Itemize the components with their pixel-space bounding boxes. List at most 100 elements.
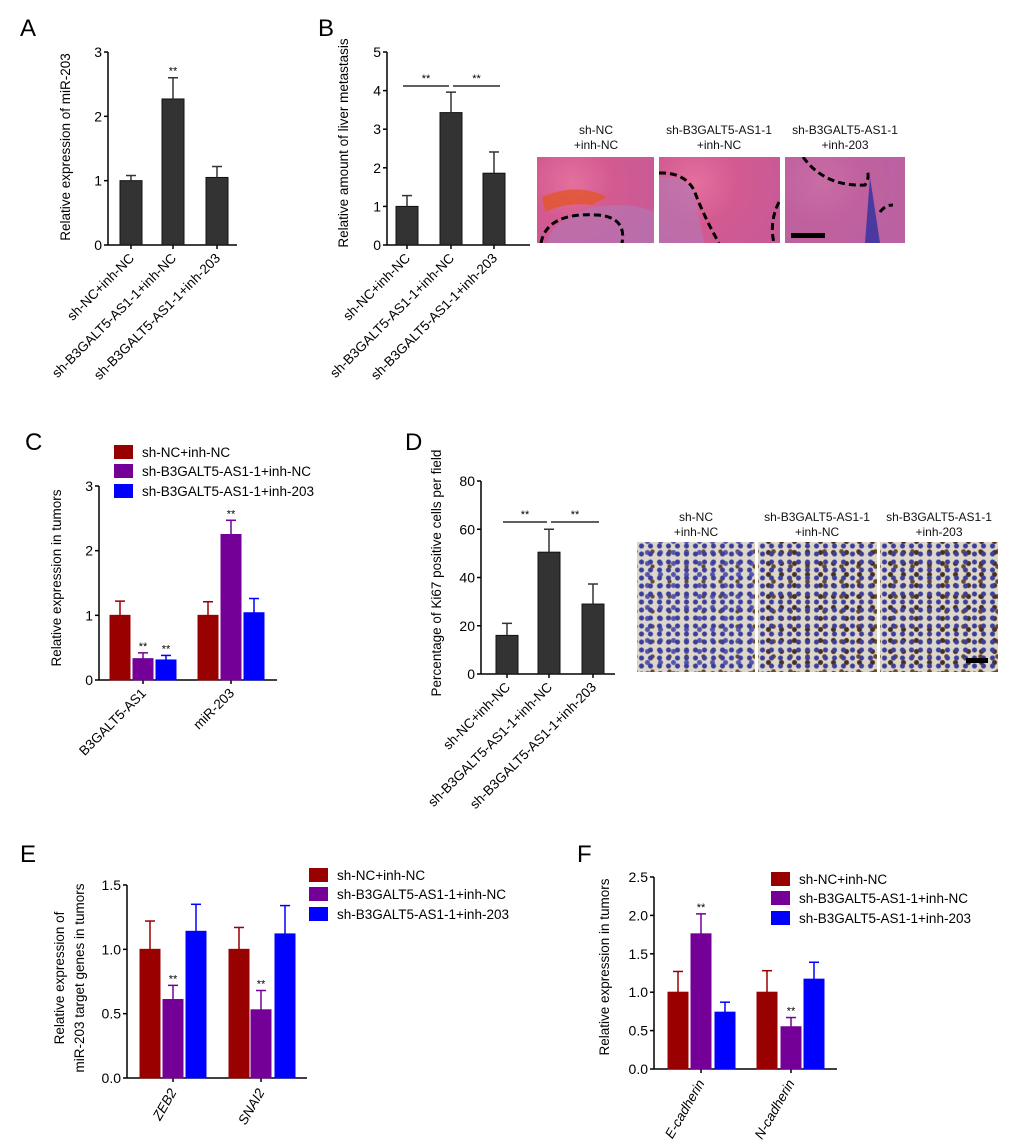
- y-tick-label: 1.0: [102, 941, 122, 957]
- x-tick-label: SNAI2: [235, 1086, 268, 1128]
- legend-label: sh-NC+inh-NC: [142, 445, 230, 460]
- scale-bar: [966, 658, 988, 663]
- panel-label: B: [318, 15, 334, 42]
- bar: [250, 1009, 272, 1079]
- x-tick-label: N-cadherin: [752, 1077, 798, 1142]
- caption-line: sh-B3GALT5-AS1-1: [792, 123, 898, 137]
- image-caption-d-3: sh-B3GALT5-AS1-1 +inh-203: [877, 510, 1001, 540]
- scale-bar: [791, 233, 825, 238]
- y-axis-label: Relative expression in tumors: [597, 878, 612, 1055]
- y-tick-label: 80: [459, 473, 475, 489]
- legend-swatch: [771, 911, 790, 925]
- legend-swatch: [309, 868, 328, 882]
- caption-line: +inh-NC: [573, 138, 619, 152]
- significance-marker: **: [139, 641, 148, 653]
- legend-label: sh-B3GALT5-AS1-1+inh-203: [799, 911, 971, 926]
- bar: [119, 180, 143, 246]
- bar: [395, 205, 419, 246]
- bar: [228, 948, 250, 1079]
- y-axis-label: Relative expression of miR-203: [58, 53, 73, 241]
- bar: [690, 933, 712, 1070]
- y-tick-label: 0: [467, 666, 475, 682]
- bar: [197, 614, 219, 681]
- bar: [495, 634, 519, 675]
- legend-swatch: [771, 891, 790, 905]
- significance-marker: **: [521, 509, 530, 521]
- bar: [220, 534, 242, 681]
- image-caption-d-2: sh-B3GALT5-AS1-1 +inh-NC: [755, 510, 879, 540]
- y-axis-label: miR-203 target genes in tumors: [72, 883, 87, 1072]
- significance-marker: **: [697, 902, 706, 914]
- significance-marker: **: [169, 66, 178, 78]
- caption-line: sh-B3GALT5-AS1-1: [666, 123, 772, 137]
- y-tick-label: 0: [373, 237, 381, 253]
- y-tick-label: 1: [85, 607, 93, 623]
- y-tick-label: 20: [459, 618, 475, 634]
- caption-line: sh-NC: [578, 123, 613, 137]
- y-axis-label: Relative amount of liver metastasis: [336, 38, 351, 248]
- significance-marker: **: [162, 643, 171, 655]
- y-tick-label: 3: [94, 44, 102, 60]
- legend-swatch: [771, 872, 790, 886]
- bar: [132, 658, 154, 681]
- caption-line: +inh-NC: [696, 138, 742, 152]
- significance-marker: **: [422, 73, 431, 85]
- bar: [161, 98, 185, 246]
- y-tick-label: 5: [373, 44, 381, 60]
- significance-marker: **: [227, 508, 236, 520]
- bar: [482, 172, 506, 246]
- bar: [714, 1011, 736, 1070]
- significance-marker: **: [472, 73, 481, 85]
- y-tick-label: 2: [85, 543, 93, 559]
- legend-swatch: [114, 464, 133, 478]
- bar: [667, 991, 689, 1070]
- significance-marker: **: [787, 1006, 796, 1018]
- significance-marker: **: [571, 509, 580, 521]
- legend-label: sh-B3GALT5-AS1-1+inh-NC: [799, 891, 968, 906]
- y-tick-label: 4: [373, 83, 381, 99]
- legend-label: sh-B3GALT5-AS1-1+inh-NC: [337, 887, 506, 902]
- bar: [274, 933, 296, 1079]
- bar: [205, 176, 229, 246]
- he-liver-image-3: [785, 157, 905, 243]
- y-tick-label: 1: [373, 198, 381, 214]
- legend-label: sh-B3GALT5-AS1-1+inh-203: [337, 907, 509, 922]
- legend-swatch: [114, 445, 133, 459]
- y-tick-label: 1: [94, 173, 102, 189]
- caption-line: +inh-203: [915, 525, 963, 539]
- bar: [185, 930, 207, 1079]
- x-tick-label: miR-203: [190, 686, 237, 733]
- y-tick-label: 0.5: [629, 1023, 649, 1039]
- image-caption-b-2: sh-B3GALT5-AS1-1 +inh-NC: [657, 123, 781, 153]
- bar: [803, 978, 825, 1070]
- panel-label: A: [20, 15, 36, 42]
- y-tick-label: 3: [373, 121, 381, 137]
- panel-label: C: [25, 429, 42, 456]
- bar: [243, 612, 265, 681]
- y-tick-label: 1.0: [629, 984, 649, 1000]
- bar: [439, 112, 463, 246]
- bar: [162, 999, 184, 1079]
- significance-marker: **: [257, 979, 266, 991]
- caption-line: +inh-NC: [794, 525, 840, 539]
- bar: [109, 614, 131, 681]
- legend-label: sh-NC+inh-NC: [337, 868, 425, 883]
- y-axis-label: Relative expression of: [52, 911, 67, 1044]
- panel-label: E: [20, 841, 36, 868]
- y-tick-label: 2.5: [629, 869, 649, 885]
- legend-label: sh-NC+inh-NC: [799, 872, 887, 887]
- y-tick-label: 1.5: [102, 877, 122, 893]
- y-tick-label: 0: [85, 672, 93, 688]
- y-tick-label: 2.0: [629, 907, 649, 923]
- y-tick-label: 0.0: [629, 1061, 649, 1077]
- x-tick-label: ZEB2: [149, 1086, 180, 1124]
- bar: [780, 1026, 802, 1070]
- x-tick-label: B3GALT5-AS1: [76, 686, 149, 759]
- bar: [756, 991, 778, 1070]
- image-caption-b-3: sh-B3GALT5-AS1-1 +inh-203: [783, 123, 907, 153]
- legend-label: sh-B3GALT5-AS1-1+inh-NC: [142, 464, 311, 479]
- caption-line: sh-B3GALT5-AS1-1: [764, 510, 870, 524]
- legend-label: sh-B3GALT5-AS1-1+inh-203: [142, 484, 314, 499]
